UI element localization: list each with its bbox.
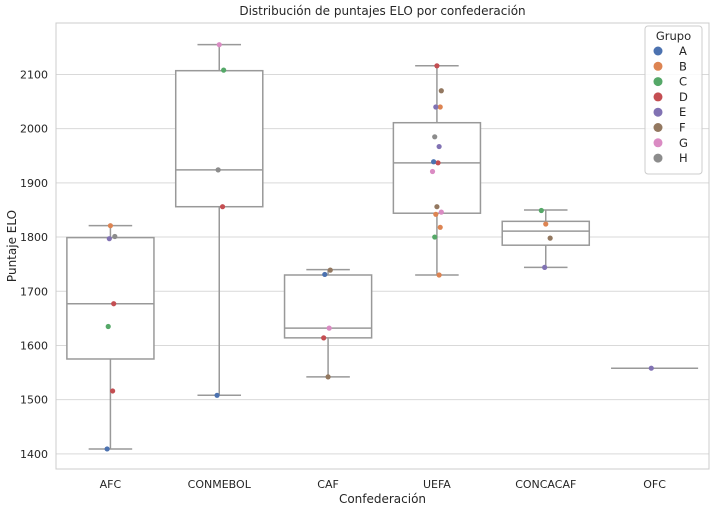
point-afc-b [107, 223, 114, 229]
x-axis-ticks: AFC CONMEBOL CAF UEFA CONCACAF OFC [100, 478, 667, 491]
y-axis-label: Puntaje ELO [5, 210, 19, 282]
point-concacaf-c [538, 207, 544, 214]
y-tick-label-1600: 1600 [20, 339, 48, 352]
box-iqr [66, 236, 155, 360]
point-uefa-b [437, 224, 443, 230]
point-caf-g [326, 325, 332, 331]
plot-area-frame [55, 22, 710, 470]
point-uefa-h [432, 134, 438, 140]
chart-title: Distribución de puntajes ELO por confede… [239, 4, 525, 18]
x-tick-label-caf: CAF [317, 478, 339, 491]
point-caf-f [327, 267, 333, 273]
legend-marker-g [653, 138, 663, 148]
box-conmebol [174, 43, 264, 397]
point-uefa-d [434, 63, 440, 69]
point-concacaf-e [542, 264, 548, 271]
point-uefa-c [432, 234, 438, 240]
legend-marker-a [653, 46, 663, 56]
point-afc-e [106, 236, 112, 242]
point-conmebol-g [216, 42, 222, 48]
legend-marker-c [653, 77, 663, 87]
point-conmebol-h [215, 167, 221, 173]
point-uefa-g [429, 168, 436, 175]
legend-box [644, 25, 703, 175]
point-uefa-b [433, 211, 439, 217]
y-tick-label-1400: 1400 [20, 448, 48, 461]
point-concacaf-f [547, 235, 553, 241]
y-tick-label-1800: 1800 [20, 231, 48, 244]
legend-marker-b [653, 61, 663, 71]
point-uefa-b [436, 272, 442, 278]
point-conmebol-a [214, 392, 220, 398]
data-points [104, 42, 654, 452]
point-uefa-f [434, 204, 440, 210]
x-tick-label-afc: AFC [100, 478, 122, 491]
legend-label-b: B [679, 59, 687, 73]
point-uefa-e [436, 143, 442, 150]
y-tick-label-2000: 2000 [20, 123, 48, 136]
legend-label-c: C [679, 75, 687, 89]
point-uefa-b [437, 104, 443, 110]
x-tick-label-conmebol: CONMEBOL [188, 478, 252, 491]
y-tick-label-1500: 1500 [20, 394, 48, 407]
legend-marker-f [653, 123, 663, 132]
y-axis-ticks: 1400 1500 1600 1700 1800 1900 2000 2100 [20, 68, 48, 460]
legend-label-f: F [679, 121, 686, 135]
box-iqr [174, 69, 264, 208]
point-conmebol-d [219, 204, 226, 210]
point-afc-c [105, 323, 111, 330]
point-afc-d [111, 301, 117, 307]
legend-marker-d [653, 92, 663, 102]
legend-label-a: A [679, 44, 687, 58]
point-conmebol-c [221, 67, 227, 73]
legend-title: Grupo [656, 29, 691, 43]
y-tick-label-1900: 1900 [20, 177, 48, 190]
point-uefa-f [438, 88, 444, 94]
point-afc-a [104, 446, 110, 452]
point-concacaf-b [543, 221, 549, 227]
x-tick-label-ofc: OFC [643, 478, 666, 491]
boxes [66, 43, 699, 450]
gridlines [56, 73, 709, 455]
point-uefa-e [433, 104, 439, 110]
point-uefa-a [431, 159, 437, 165]
y-tick-label-2100: 2100 [20, 68, 48, 81]
legend-label-h: H [679, 151, 688, 165]
x-tick-label-uefa: UEFA [423, 478, 451, 491]
box-iqr [501, 220, 591, 246]
x-tick-label-concacaf: CONCACAF [515, 478, 576, 491]
point-afc-h [112, 233, 118, 240]
legend-marker-e [653, 107, 663, 117]
legend-marker-h [653, 153, 663, 163]
legend-label-d: D [679, 90, 688, 104]
x-axis-label: Confederación [339, 492, 426, 506]
point-uefa-g [438, 209, 444, 215]
point-afc-d [110, 388, 116, 394]
point-caf-a [322, 271, 328, 278]
point-caf-d [321, 335, 327, 341]
y-tick-label-1700: 1700 [20, 285, 48, 298]
point-ofc-e [648, 365, 654, 371]
box-concacaf [501, 209, 591, 269]
legend-label-g: G [679, 136, 688, 150]
legend-label-e: E [679, 105, 686, 119]
point-uefa-d [435, 160, 441, 166]
point-caf-f [325, 374, 331, 380]
